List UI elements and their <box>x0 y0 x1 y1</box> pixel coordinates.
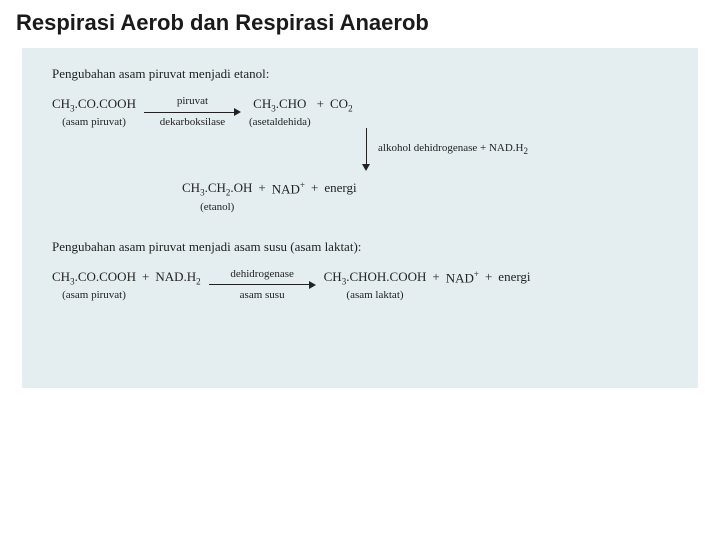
acetaldehyde-block: CH3.CHO (asetaldehida) <box>249 96 311 128</box>
energy2-block: energi <box>498 269 530 285</box>
ethanol-label: (etanol) <box>200 201 234 213</box>
plus-5: + <box>432 269 439 285</box>
vertical-arrow-label: alkohol dehidrogenase + NAD.H2 <box>378 142 528 156</box>
lactate-block: CH3.CHOH.COOH (asam laktat) <box>324 269 427 301</box>
energy-text: energi <box>324 180 356 196</box>
reaction1-row1: CH3.CO.COOH (asam piruvat) piruvat dekar… <box>52 96 678 128</box>
section1-heading: Pengubahan asam piruvat menjadi etanol: <box>52 66 678 82</box>
pyruvate-block: CH3.CO.COOH (asam piruvat) <box>52 96 136 128</box>
nad2-formula: NAD+ <box>446 269 479 286</box>
lactate-label: (asam laktat) <box>346 289 403 301</box>
slide-title: Respirasi Aerob dan Respirasi Anaerob <box>0 0 720 42</box>
plus-3: + <box>311 180 318 196</box>
co2-block: CO2 <box>330 96 353 114</box>
section2-heading: Pengubahan asam piruvat menjadi asam sus… <box>52 239 678 255</box>
nadh2-block: NAD.H2 <box>155 269 200 287</box>
pyruvate2-formula: CH3.CO.COOH <box>52 269 136 287</box>
plus-2: + <box>258 180 265 196</box>
nadh2-formula: NAD.H2 <box>155 269 200 287</box>
arrow1: piruvat dekarboksilase <box>144 96 241 128</box>
co2-formula: CO2 <box>330 96 353 114</box>
arrow2-top: dehidrogenase <box>230 269 294 280</box>
arrow1-bottom: dekarboksilase <box>160 117 225 128</box>
vertical-arrow: alkohol dehidrogenase + NAD.H2 <box>362 128 528 171</box>
acetaldehyde-label: (asetaldehida) <box>249 116 311 128</box>
reaction-diagram: Pengubahan asam piruvat menjadi etanol: … <box>22 48 698 388</box>
nad2-block: NAD+ <box>446 269 479 286</box>
energy-block: energi <box>324 180 356 196</box>
pyruvate-label: (asam piruvat) <box>62 116 126 128</box>
pyruvate2-block: CH3.CO.COOH (asam piruvat) <box>52 269 136 301</box>
ethanol-formula: CH3.CH2.OH <box>182 180 252 198</box>
reaction1-row2: CH3.CH2.OH (etanol) + NAD+ + energi <box>182 180 678 212</box>
plus-1: + <box>317 96 324 112</box>
lactate-formula: CH3.CHOH.COOH <box>324 269 427 287</box>
arrow2-bottom: asam susu <box>240 290 285 301</box>
nad-formula: NAD+ <box>272 180 305 197</box>
acetaldehyde-formula: CH3.CHO <box>253 96 306 114</box>
energy2-text: energi <box>498 269 530 285</box>
arrow1-top: piruvat <box>177 96 208 107</box>
plus-6: + <box>485 269 492 285</box>
pyruvate2-label: (asam piruvat) <box>62 289 126 301</box>
reaction2: CH3.CO.COOH (asam piruvat) + NAD.H2 dehi… <box>52 269 678 301</box>
plus-4: + <box>142 269 149 285</box>
pyruvate-formula: CH3.CO.COOH <box>52 96 136 114</box>
ethanol-block: CH3.CH2.OH (etanol) <box>182 180 252 212</box>
arrow2: dehidrogenase asam susu <box>209 269 316 301</box>
nad-block: NAD+ <box>272 180 305 197</box>
